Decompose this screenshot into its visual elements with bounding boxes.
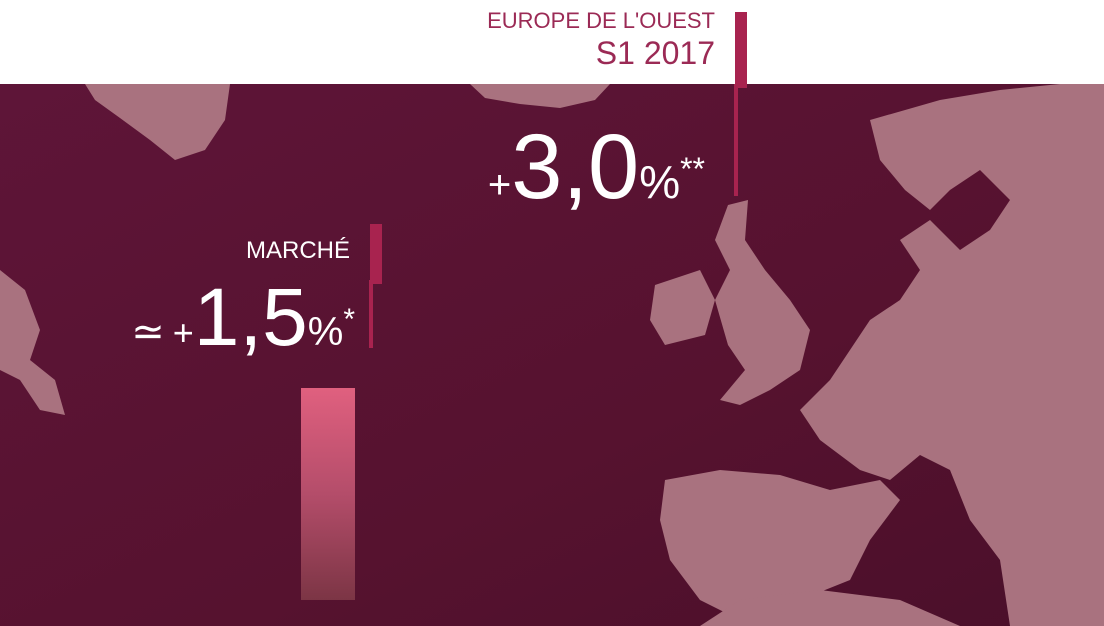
mainland-europe	[800, 84, 1104, 626]
gradient-bar	[301, 388, 355, 600]
map	[0, 84, 1104, 626]
note: **	[680, 151, 705, 187]
north-africa	[700, 590, 960, 626]
coast-west	[0, 270, 65, 415]
iberia	[660, 470, 900, 620]
approx: ≃	[131, 310, 165, 354]
ireland	[650, 270, 715, 345]
number: 1,5	[194, 272, 308, 363]
number: 3,0	[511, 116, 639, 218]
period: S1 2017	[596, 35, 715, 71]
market-marker-line	[369, 280, 373, 348]
header-marker-line	[734, 84, 738, 196]
sign: +	[488, 163, 511, 207]
header-marker	[735, 12, 747, 88]
region-title: EUROPE DE L'OUEST	[487, 8, 715, 33]
europe-stat: +3,0%**	[488, 116, 705, 218]
unit: %	[639, 156, 680, 208]
greenland	[85, 84, 230, 160]
great-britain	[715, 200, 810, 405]
market-label: MARCHÉ	[246, 237, 350, 264]
iceland	[470, 84, 610, 108]
sign: +	[173, 312, 194, 353]
note: *	[343, 303, 355, 336]
market-marker	[370, 224, 382, 284]
market-stat: ≃ +1,5%*	[131, 272, 355, 363]
unit: %	[308, 310, 344, 354]
